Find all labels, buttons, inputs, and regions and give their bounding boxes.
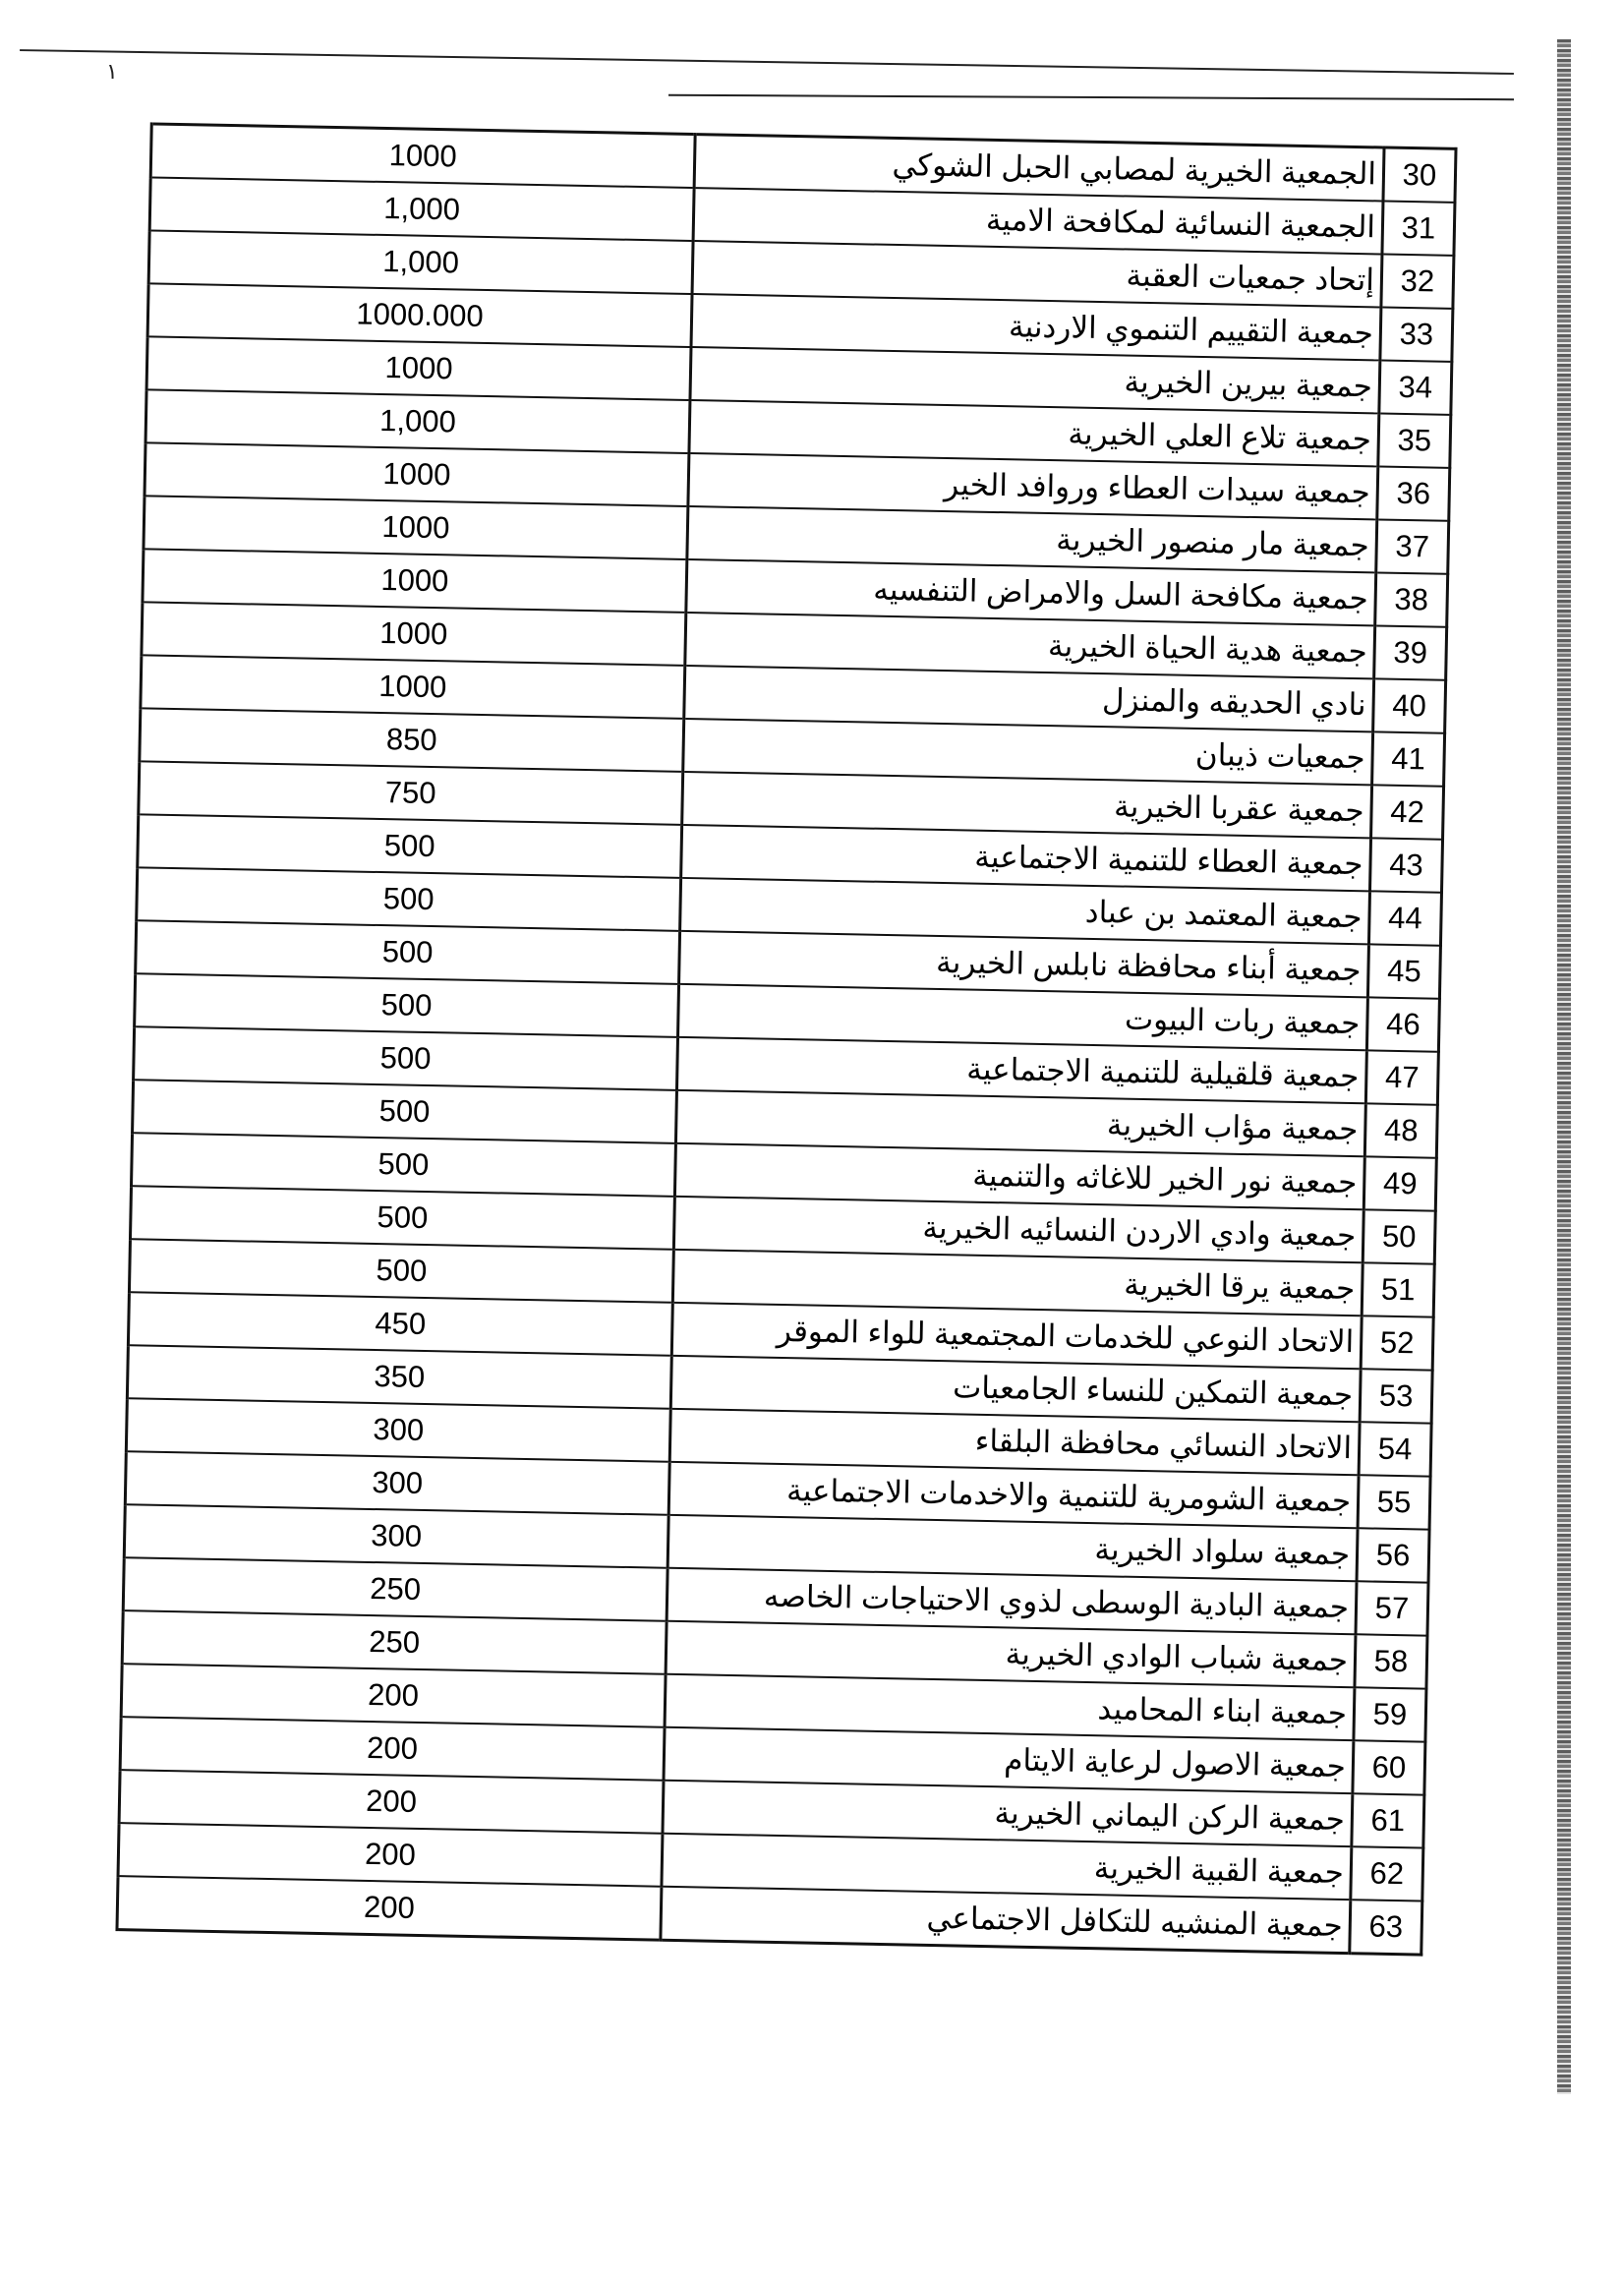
number-cell: 43 <box>1369 838 1443 893</box>
number-cell: 32 <box>1380 254 1454 309</box>
number-cell: 42 <box>1370 785 1444 840</box>
number-cell: 61 <box>1351 1793 1424 1848</box>
scan-header-line <box>20 49 1514 75</box>
scan-header-line <box>668 93 1514 101</box>
number-cell: 48 <box>1364 1103 1438 1158</box>
header-mark: ١ <box>106 59 118 84</box>
donations-table: 1000 الجمعية الخيرية لمصابي الحبل الشوكي 3… <box>115 122 1458 1957</box>
number-cell: 44 <box>1368 891 1442 946</box>
number-cell: 52 <box>1361 1316 1434 1371</box>
number-cell: 58 <box>1354 1634 1427 1689</box>
number-cell: 55 <box>1358 1475 1431 1530</box>
number-cell: 30 <box>1382 147 1457 203</box>
number-cell: 62 <box>1350 1846 1423 1901</box>
number-cell: 54 <box>1359 1422 1432 1477</box>
number-cell: 33 <box>1379 307 1453 362</box>
number-cell: 41 <box>1371 731 1445 787</box>
number-cell: 60 <box>1352 1740 1425 1795</box>
number-cell: 59 <box>1353 1687 1426 1742</box>
number-cell: 50 <box>1363 1209 1436 1264</box>
number-cell: 49 <box>1363 1156 1437 1211</box>
number-cell: 51 <box>1362 1262 1435 1317</box>
number-cell: 57 <box>1355 1581 1429 1636</box>
number-cell: 39 <box>1373 625 1447 680</box>
number-cell: 37 <box>1375 519 1449 574</box>
number-cell: 47 <box>1365 1050 1439 1105</box>
amount-cell: 200 <box>116 1876 662 1941</box>
number-cell: 40 <box>1372 678 1446 733</box>
number-cell: 34 <box>1378 360 1452 415</box>
number-cell: 31 <box>1381 201 1455 256</box>
number-cell: 35 <box>1377 413 1451 468</box>
number-cell: 38 <box>1374 572 1448 627</box>
number-cell: 46 <box>1366 997 1440 1052</box>
number-cell: 63 <box>1349 1900 1422 1956</box>
scan-edge-border <box>1557 39 1571 2094</box>
number-cell: 56 <box>1357 1528 1430 1583</box>
number-cell: 53 <box>1360 1369 1433 1424</box>
number-cell: 45 <box>1367 944 1441 999</box>
number-cell: 36 <box>1376 466 1450 521</box>
